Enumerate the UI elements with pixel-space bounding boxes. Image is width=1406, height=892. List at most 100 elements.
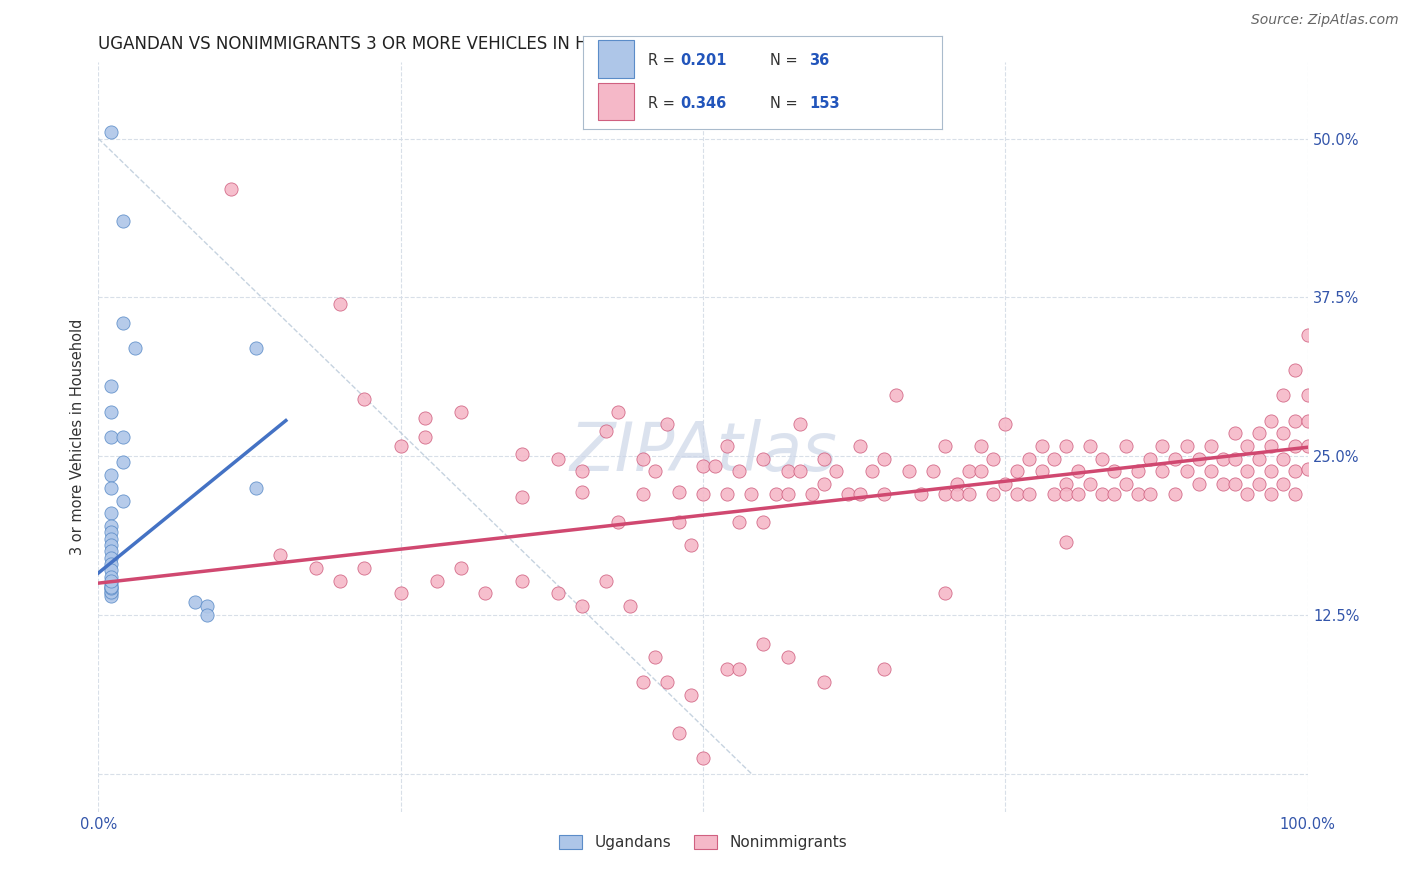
Point	[1272, 426, 1295, 441]
Point	[837, 487, 859, 501]
Point	[668, 726, 690, 740]
Point	[1236, 487, 1258, 501]
Point	[1018, 487, 1040, 501]
Point	[571, 484, 593, 499]
Point	[1031, 439, 1053, 453]
Point	[1260, 464, 1282, 478]
Point	[873, 487, 896, 501]
Point	[776, 487, 799, 501]
Point	[740, 487, 762, 501]
Y-axis label: 3 or more Vehicles in Household: 3 or more Vehicles in Household	[69, 319, 84, 555]
Point	[1175, 439, 1198, 453]
Point	[100, 582, 122, 597]
Point	[329, 574, 352, 588]
Point	[1199, 464, 1222, 478]
Point	[1212, 477, 1234, 491]
Point	[1163, 487, 1185, 501]
Point	[897, 464, 920, 478]
Point	[1223, 477, 1246, 491]
Point	[655, 675, 678, 690]
Point	[1284, 413, 1306, 427]
Point	[1152, 439, 1174, 453]
Point	[728, 663, 751, 677]
Point	[1249, 477, 1271, 491]
Point	[752, 515, 775, 529]
Point	[970, 464, 993, 478]
Point	[776, 649, 799, 664]
Point	[100, 574, 122, 588]
Point	[111, 455, 134, 469]
Point	[510, 574, 533, 588]
Point	[450, 405, 472, 419]
Point	[957, 487, 980, 501]
Point	[668, 484, 690, 499]
Point	[100, 589, 122, 603]
Point	[595, 574, 617, 588]
Point	[1236, 464, 1258, 478]
Point	[1296, 413, 1319, 427]
Text: ZIPAtlas: ZIPAtlas	[569, 419, 837, 485]
Point	[1007, 487, 1029, 501]
Text: 0.201: 0.201	[681, 54, 727, 69]
Point	[631, 675, 654, 690]
Point	[825, 464, 848, 478]
Point	[607, 515, 630, 529]
Point	[789, 417, 811, 432]
Point	[1042, 487, 1064, 501]
Point	[1284, 363, 1306, 377]
Point	[849, 439, 872, 453]
Point	[776, 464, 799, 478]
Point	[100, 405, 122, 419]
Point	[934, 487, 956, 501]
Point	[474, 586, 496, 600]
Text: Source: ZipAtlas.com: Source: ZipAtlas.com	[1251, 13, 1399, 28]
Point	[184, 595, 207, 609]
Point	[1260, 413, 1282, 427]
Point	[353, 561, 375, 575]
Point	[1139, 487, 1161, 501]
Point	[886, 388, 908, 402]
Point	[873, 451, 896, 466]
Point	[100, 525, 122, 540]
Point	[571, 464, 593, 478]
Point	[631, 451, 654, 466]
Point	[1018, 451, 1040, 466]
Point	[100, 585, 122, 599]
Point	[970, 439, 993, 453]
Point	[765, 487, 787, 501]
Point	[1260, 439, 1282, 453]
Point	[100, 532, 122, 546]
Point	[957, 464, 980, 478]
Text: R =: R =	[648, 54, 679, 69]
Point	[679, 688, 702, 702]
Point	[1091, 451, 1114, 466]
Point	[800, 487, 823, 501]
Point	[1042, 451, 1064, 466]
Point	[329, 297, 352, 311]
Point	[1102, 487, 1125, 501]
Point	[1128, 487, 1150, 501]
Point	[124, 341, 146, 355]
Point	[752, 451, 775, 466]
Point	[389, 439, 412, 453]
Point	[510, 490, 533, 504]
Point	[981, 451, 1004, 466]
Point	[1078, 477, 1101, 491]
Point	[946, 477, 969, 491]
Text: R =: R =	[648, 95, 679, 111]
Point	[679, 538, 702, 552]
Point	[1223, 426, 1246, 441]
Point	[305, 561, 328, 575]
Point	[100, 519, 122, 533]
Point	[100, 580, 122, 594]
Point	[353, 392, 375, 406]
Point	[728, 464, 751, 478]
Point	[692, 751, 714, 765]
Text: UGANDAN VS NONIMMIGRANTS 3 OR MORE VEHICLES IN HOUSEHOLD CORRELATION CHART: UGANDAN VS NONIMMIGRANTS 3 OR MORE VEHIC…	[98, 35, 866, 53]
Point	[111, 430, 134, 444]
Point	[195, 599, 218, 613]
Point	[111, 493, 134, 508]
Point	[1091, 487, 1114, 501]
Point	[994, 477, 1017, 491]
Point	[1249, 451, 1271, 466]
